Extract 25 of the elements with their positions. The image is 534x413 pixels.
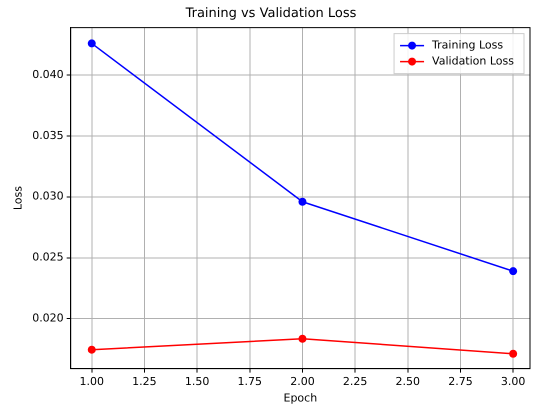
x-tick-label: 1.75 (238, 375, 262, 388)
legend-label: Training Loss (431, 38, 504, 52)
y-tick-label: 0.035 (32, 128, 64, 142)
x-tick-label: 1.50 (184, 375, 210, 388)
point (298, 198, 306, 206)
y-tick-label: 0.020 (32, 312, 64, 325)
point (88, 346, 96, 354)
point (509, 350, 518, 358)
chart-title: Training vs Validation Loss (184, 6, 357, 22)
point (298, 334, 306, 343)
x-tick-label: 1.00 (80, 375, 104, 388)
x-tick-label: 1.25 (132, 375, 157, 388)
point (509, 267, 518, 276)
y-tick-label: 0.025 (32, 250, 64, 264)
y-tick-label: 0.030 (32, 190, 64, 203)
x-tick-label: 2.75 (448, 375, 473, 388)
x-tick-label: 2.25 (342, 375, 368, 388)
x-axis-title: Epoch (284, 391, 318, 404)
legend-label: Validation Loss (432, 54, 514, 68)
x-tick-label: 3.00 (500, 375, 526, 388)
y-tick-label: 0.040 (32, 68, 64, 81)
y-axis-title: Loss (11, 186, 24, 210)
point (88, 39, 96, 48)
x-tick-label: 2.00 (290, 375, 315, 388)
x-tick-label: 2.50 (396, 375, 420, 388)
